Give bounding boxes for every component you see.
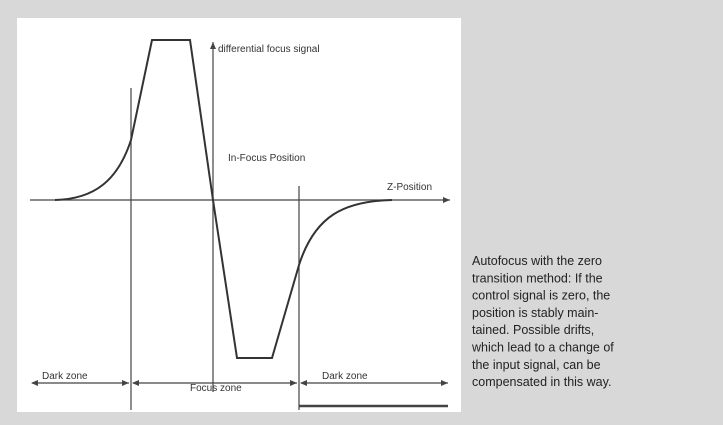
zone-label: Dark zone [42, 371, 88, 382]
caption-line: tained. Possible drifts, [472, 323, 594, 337]
caption-line: which lead to a change of [471, 341, 614, 355]
signal-curve [54, 39, 393, 359]
diagram-panel [17, 18, 461, 412]
x-axis-label: Z-Position [387, 182, 432, 193]
caption-line: compensated in this way. [472, 375, 611, 389]
zone-label: Focus zone [190, 383, 242, 394]
caption-line: position is stably main- [472, 306, 598, 320]
y-axis-label: differential focus signal [218, 44, 320, 55]
focus-label: In-Focus Position [228, 153, 305, 164]
caption-line: the input signal, can be [472, 358, 601, 372]
caption-line: control signal is zero, the [472, 289, 610, 303]
caption: Autofocus with the zero transition method… [471, 254, 614, 389]
caption-line: transition method: If the [472, 271, 603, 285]
caption-line: Autofocus with the zero [472, 254, 602, 268]
zone-label: Dark zone [322, 371, 368, 382]
